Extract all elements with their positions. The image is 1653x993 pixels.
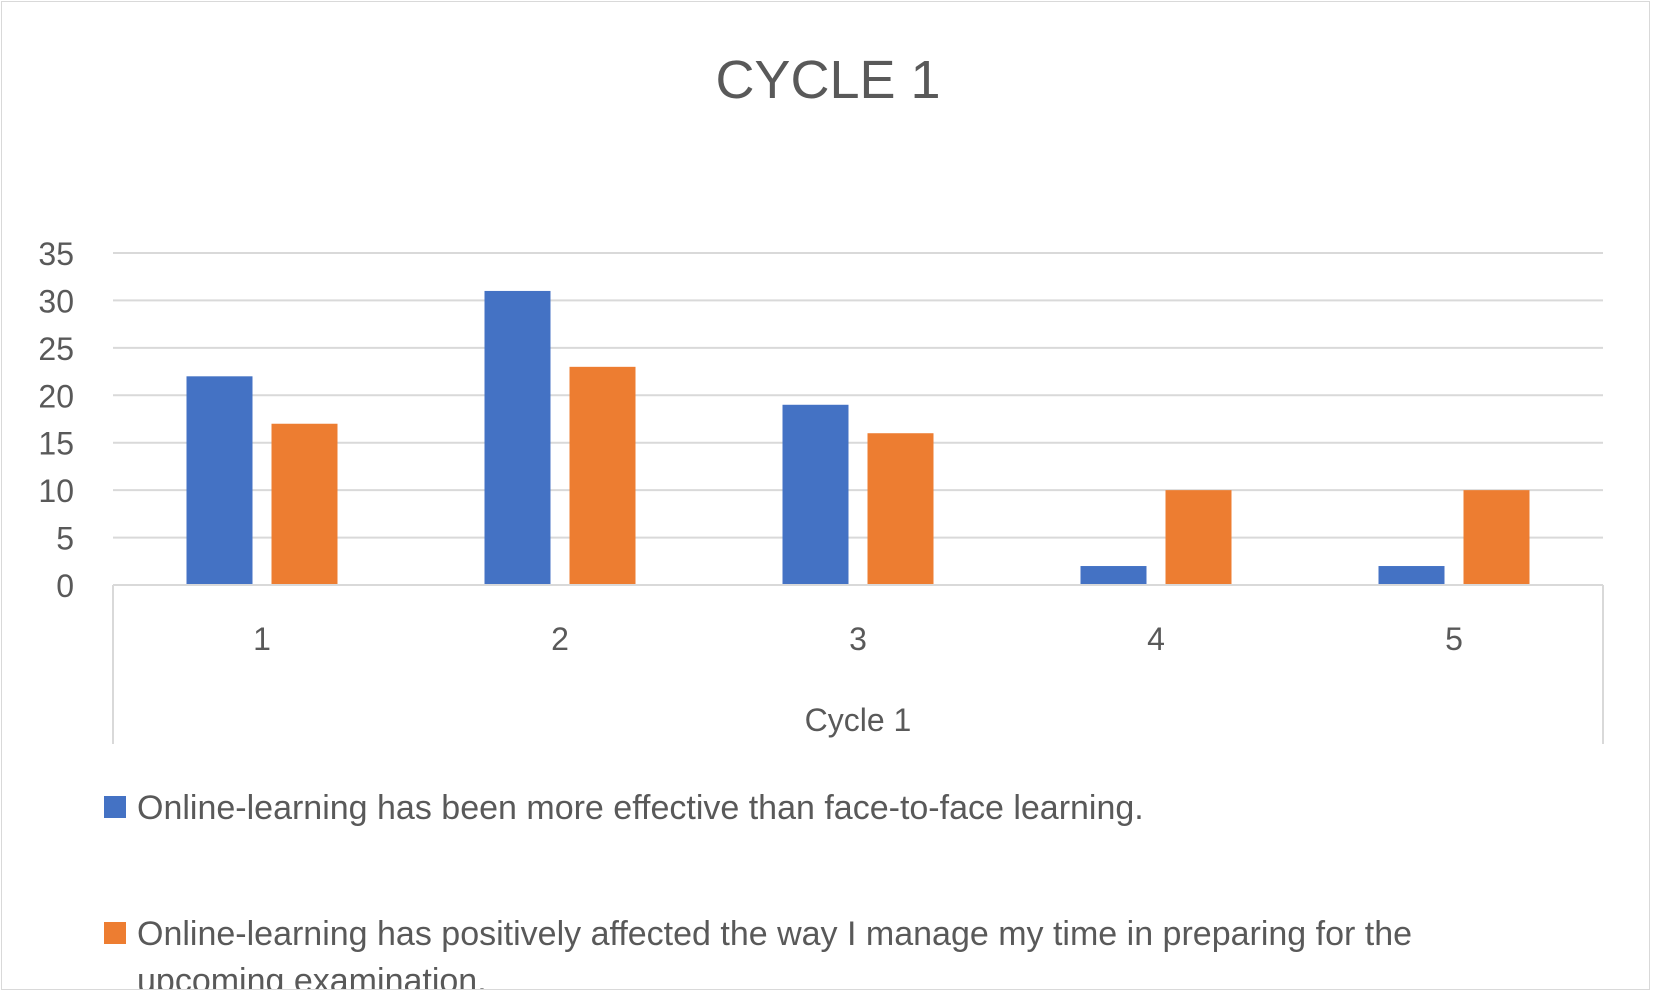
x-tick-label: 1	[253, 621, 271, 657]
y-tick-label: 20	[38, 378, 74, 414]
x-tick-label: 2	[551, 621, 569, 657]
legend-swatch-2	[104, 922, 126, 944]
y-tick-label: 25	[38, 331, 74, 367]
y-tick-label: 10	[38, 473, 74, 509]
bar-series-1	[782, 404, 849, 585]
legend-label-2: Online-learning has positively affected …	[137, 915, 1412, 953]
bars	[186, 290, 1530, 585]
bar-series-1	[1378, 566, 1445, 585]
x-tick-label: 5	[1445, 621, 1463, 657]
y-tick-label: 30	[38, 283, 74, 319]
bar-series-1	[1080, 566, 1147, 585]
y-tick-label: 15	[38, 426, 74, 462]
x-tick-label: 4	[1147, 621, 1165, 657]
y-tick-label: 0	[56, 568, 74, 604]
x-tick-label: 3	[849, 621, 867, 657]
bar-series-2	[1165, 490, 1232, 585]
legend-swatch-1	[104, 796, 126, 818]
bar-series-2	[867, 433, 934, 585]
gridlines	[113, 252, 1603, 539]
chart-title: CYCLE 1	[715, 50, 940, 110]
y-tick-label: 35	[38, 236, 74, 272]
bar-series-1	[186, 376, 253, 585]
bar-series-1	[484, 290, 551, 585]
bar-series-2	[569, 366, 636, 585]
legend: Online-learning has been more effective …	[104, 789, 1412, 990]
y-tick-label: 5	[56, 521, 74, 557]
bar-series-2	[1463, 490, 1530, 585]
x-axis: 1 2 3 4 5	[112, 584, 1604, 744]
bar-series-2	[271, 423, 338, 585]
x-axis-label: Cycle 1	[805, 702, 912, 738]
legend-label-2: upcoming examination.	[137, 962, 487, 990]
y-axis-ticks: 0 5 10 15 20 25 30 35	[38, 236, 74, 604]
legend-label-1: Online-learning has been more effective …	[137, 789, 1144, 827]
